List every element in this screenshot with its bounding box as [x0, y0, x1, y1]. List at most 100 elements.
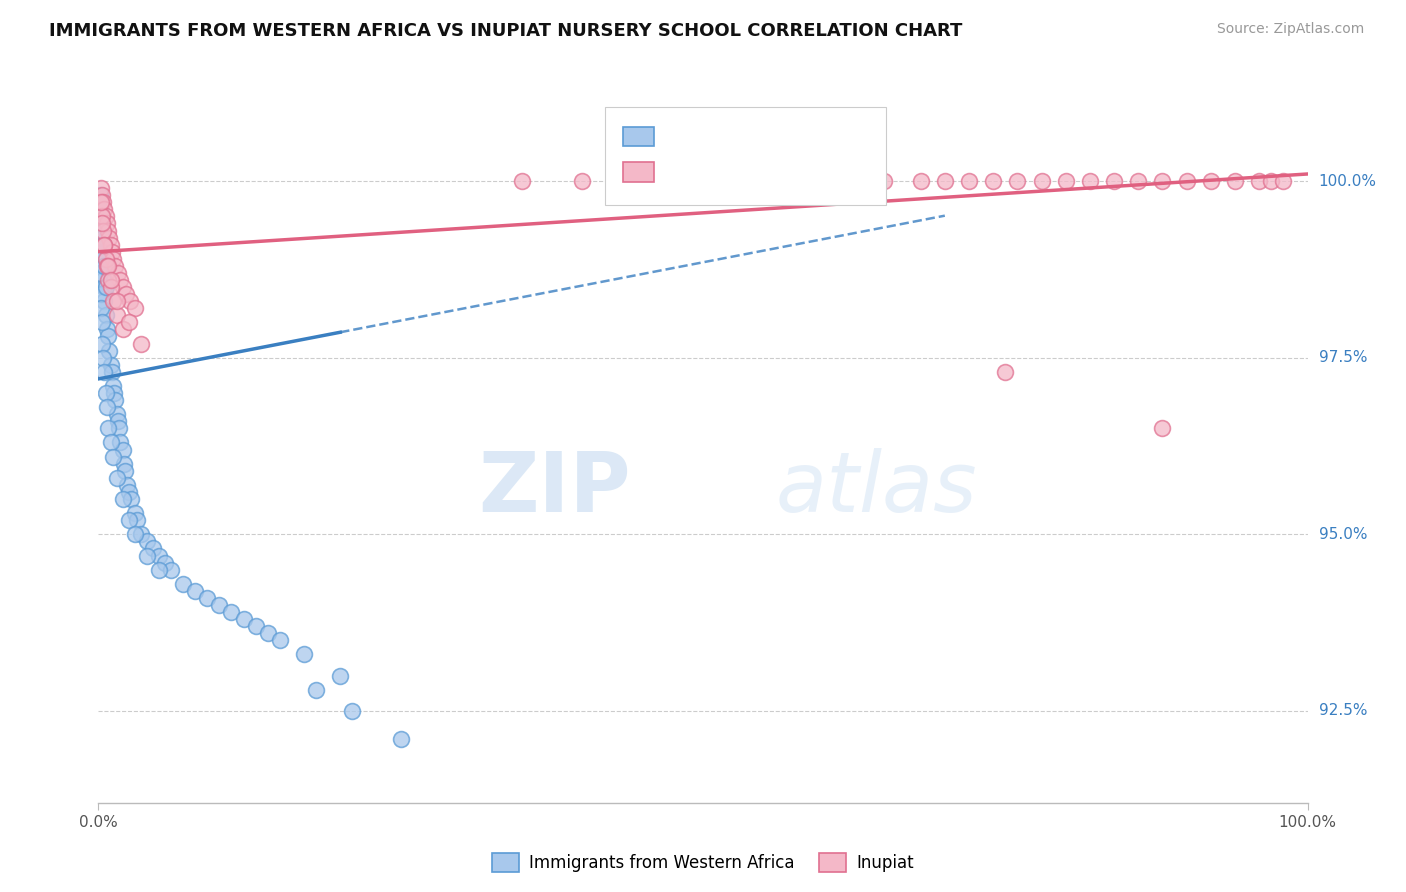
- Point: [981, 174, 1004, 188]
- Point: [172, 576, 194, 591]
- Point: [142, 541, 165, 556]
- Point: [117, 478, 139, 492]
- Text: IMMIGRANTS FROM WESTERN AFRICA VS INUPIAT NURSERY SCHOOL CORRELATION CHART: IMMIGRANTS FROM WESTERN AFRICA VS INUPIA…: [49, 22, 963, 40]
- Point: [100, 273, 122, 287]
- Point: [1152, 421, 1174, 435]
- Point: [94, 280, 117, 294]
- Text: R =  0.197    N = 75: R = 0.197 N = 75: [668, 128, 849, 145]
- Point: [100, 358, 122, 372]
- Point: [112, 457, 135, 471]
- Point: [111, 322, 134, 336]
- Point: [91, 336, 114, 351]
- Point: [221, 605, 243, 619]
- Point: [571, 174, 593, 188]
- Point: [1007, 174, 1029, 188]
- Point: [100, 280, 122, 294]
- Text: R =  0.243    N = 62: R = 0.243 N = 62: [668, 163, 849, 181]
- Point: [994, 365, 1017, 379]
- Point: [90, 223, 112, 237]
- Point: [91, 223, 114, 237]
- Point: [111, 442, 134, 457]
- Point: [934, 174, 956, 188]
- Point: [91, 188, 114, 202]
- Point: [232, 612, 254, 626]
- Point: [105, 308, 128, 322]
- Point: [510, 174, 533, 188]
- Point: [107, 414, 129, 428]
- Point: [118, 315, 141, 329]
- Point: [148, 549, 170, 563]
- Point: [93, 294, 115, 309]
- Point: [292, 648, 315, 662]
- Point: [91, 230, 114, 244]
- Point: [1249, 174, 1271, 188]
- Point: [111, 491, 134, 506]
- Point: [256, 626, 278, 640]
- Point: [813, 174, 835, 188]
- Point: [1031, 174, 1053, 188]
- Point: [115, 287, 138, 301]
- Point: [114, 464, 136, 478]
- Point: [208, 598, 231, 612]
- Point: [100, 237, 122, 252]
- Point: [94, 386, 117, 401]
- Point: [1128, 174, 1150, 188]
- Point: [89, 188, 111, 202]
- Point: [752, 174, 775, 188]
- Point: [129, 336, 152, 351]
- Point: [91, 216, 114, 230]
- Point: [105, 294, 128, 309]
- Point: [108, 435, 131, 450]
- Point: [90, 195, 112, 210]
- Point: [98, 343, 121, 358]
- Point: [124, 506, 146, 520]
- Point: [91, 244, 114, 259]
- Point: [103, 386, 125, 401]
- Point: [104, 259, 127, 273]
- Point: [184, 583, 207, 598]
- Point: [93, 202, 115, 217]
- Point: [107, 266, 129, 280]
- Point: [97, 259, 120, 273]
- Point: [269, 633, 291, 648]
- Text: 92.5%: 92.5%: [1319, 704, 1367, 718]
- Point: [910, 174, 932, 188]
- Point: [91, 237, 114, 252]
- Legend: Immigrants from Western Africa, Inupiat: Immigrants from Western Africa, Inupiat: [484, 844, 922, 880]
- Point: [89, 266, 111, 280]
- Text: 97.5%: 97.5%: [1319, 351, 1367, 365]
- Point: [100, 365, 122, 379]
- Point: [124, 527, 146, 541]
- Text: ZIP: ZIP: [478, 449, 630, 529]
- Point: [96, 216, 118, 230]
- Point: [135, 549, 157, 563]
- Point: [101, 379, 124, 393]
- Point: [96, 322, 118, 336]
- Point: [105, 407, 128, 421]
- Point: [1272, 174, 1295, 188]
- Point: [389, 732, 412, 747]
- Point: [91, 273, 114, 287]
- Point: [91, 351, 114, 365]
- Point: [329, 668, 352, 682]
- Point: [96, 259, 118, 273]
- Point: [631, 174, 654, 188]
- Point: [1152, 174, 1174, 188]
- Point: [90, 210, 112, 224]
- Point: [108, 273, 131, 287]
- Point: [100, 435, 122, 450]
- Point: [94, 308, 117, 322]
- Text: 95.0%: 95.0%: [1319, 527, 1367, 541]
- Point: [195, 591, 218, 605]
- Point: [101, 294, 124, 309]
- Point: [101, 252, 124, 266]
- Point: [89, 202, 111, 217]
- Point: [91, 195, 114, 210]
- Point: [118, 484, 141, 499]
- Point: [94, 252, 117, 266]
- Point: [111, 280, 134, 294]
- Point: [104, 393, 127, 408]
- Point: [93, 280, 115, 294]
- Point: [93, 237, 115, 252]
- Point: [1175, 174, 1198, 188]
